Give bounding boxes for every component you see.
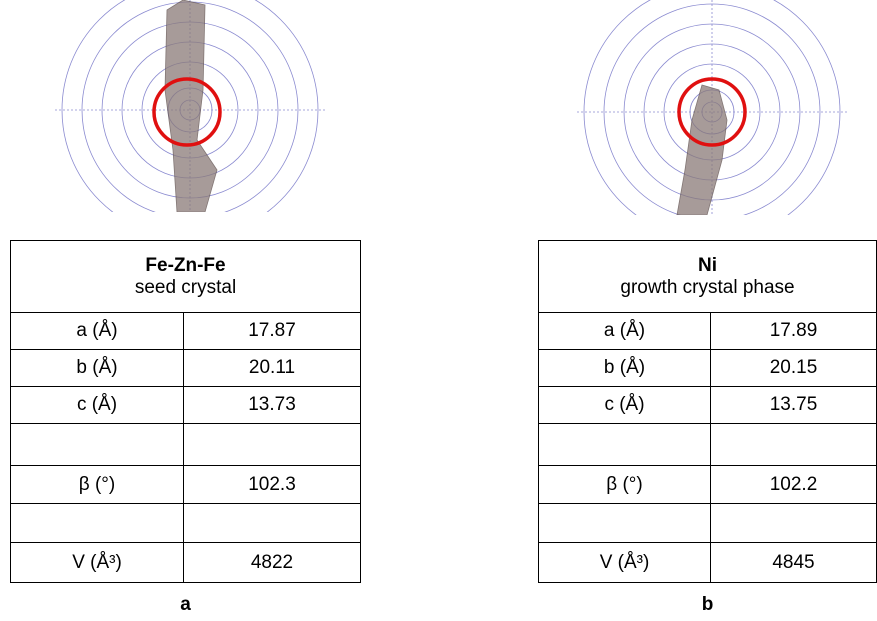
table-row: V (Å³) 4845 <box>538 542 877 583</box>
parameter-name: c (Å) <box>538 386 711 424</box>
crystal-image <box>55 0 325 212</box>
empty-cell <box>538 503 711 543</box>
parameter-name: V (Å³) <box>538 542 711 583</box>
header-row: Fe-Zn-Fe seed crystal <box>10 240 361 313</box>
parameter-name: β (°) <box>538 465 711 504</box>
empty-cell <box>710 423 877 466</box>
table-row: V (Å³) 4822 <box>10 542 361 583</box>
table-row: b (Å) 20.11 <box>10 349 361 387</box>
parameter-name: b (Å) <box>538 349 711 387</box>
parameter-value: 20.15 <box>710 349 877 387</box>
table-row: c (Å) 13.75 <box>538 386 877 424</box>
parameter-table: Ni growth crystal phase a (Å) 17.89 b (Å) 20.… <box>538 240 877 583</box>
panel-label: a <box>180 594 191 615</box>
table-row: b (Å) 20.15 <box>538 349 877 387</box>
table-title: Ni <box>698 254 717 276</box>
header-cell: Ni growth crystal phase <box>538 240 877 313</box>
panel-label: b <box>701 594 714 615</box>
empty-cell <box>10 423 184 466</box>
crystal-image <box>577 0 847 215</box>
parameter-value: 102.3 <box>183 465 361 504</box>
parameter-name: a (Å) <box>538 312 711 350</box>
table-row <box>10 503 361 543</box>
header-cell: Fe-Zn-Fe seed crystal <box>10 240 361 313</box>
parameter-name: c (Å) <box>10 386 184 424</box>
parameter-value: 17.89 <box>710 312 877 350</box>
empty-cell <box>538 423 711 466</box>
empty-cell <box>10 503 184 543</box>
empty-cell <box>183 423 361 466</box>
table-row: β (°) 102.2 <box>538 465 877 504</box>
table-row <box>10 423 361 466</box>
parameter-name: a (Å) <box>10 312 184 350</box>
table-title: Fe-Zn-Fe <box>145 254 226 276</box>
empty-cell <box>183 503 361 543</box>
header-row: Ni growth crystal phase <box>538 240 877 313</box>
parameter-value: 20.11 <box>183 349 361 387</box>
parameter-value: 13.75 <box>710 386 877 424</box>
parameter-value: 17.87 <box>183 312 361 350</box>
parameter-name: β (°) <box>10 465 184 504</box>
table-row: a (Å) 17.87 <box>10 312 361 350</box>
table-subtitle: seed crystal <box>134 276 237 298</box>
parameter-value: 4845 <box>710 542 877 583</box>
parameter-table: Fe-Zn-Fe seed crystal a (Å) 17.87 b (Å) 20.11… <box>10 240 361 583</box>
parameter-name: V (Å³) <box>10 542 184 583</box>
table-row <box>538 423 877 466</box>
table-row: c (Å) 13.73 <box>10 386 361 424</box>
parameter-value: 4822 <box>183 542 361 583</box>
parameter-name: b (Å) <box>10 349 184 387</box>
parameter-value: 102.2 <box>710 465 877 504</box>
table-row: β (°) 102.3 <box>10 465 361 504</box>
empty-cell <box>710 503 877 543</box>
parameter-value: 13.73 <box>183 386 361 424</box>
table-subtitle: growth crystal phase <box>620 276 795 298</box>
table-row: a (Å) 17.89 <box>538 312 877 350</box>
table-row <box>538 503 877 543</box>
